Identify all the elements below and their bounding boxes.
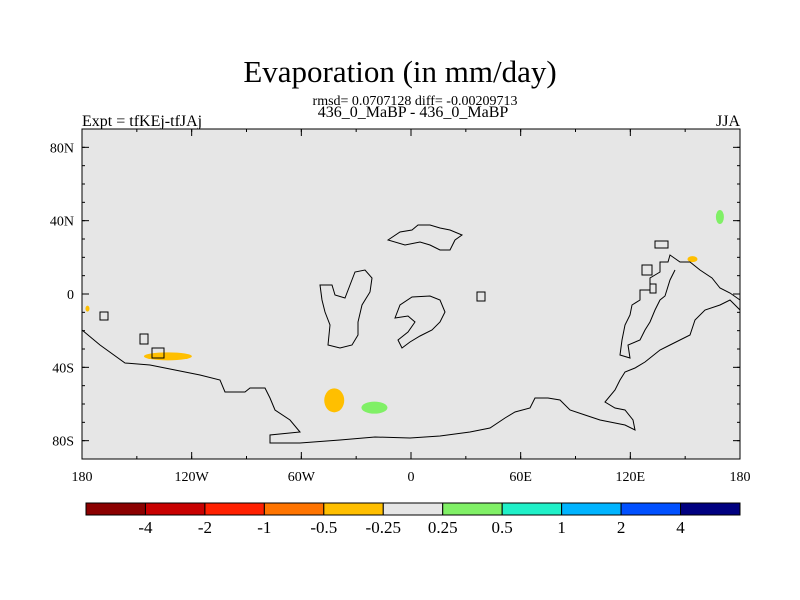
coastlines <box>81 224 741 444</box>
x-tick-label: 180 <box>72 470 93 485</box>
colorbar-swatch <box>382 502 444 516</box>
x-tick-label: 60W <box>288 470 316 485</box>
coastline-east-island-2 <box>641 264 653 276</box>
coastline-west-island <box>99 311 109 321</box>
anomaly-south-atlantic-east-positive <box>361 401 388 414</box>
colorbar-label: 0.25 <box>428 518 458 537</box>
stats-line: rmsd= 0.0707128 diff= -0.00209713 <box>312 94 518 109</box>
anomaly-date-line-north-negative <box>85 305 90 312</box>
colorbar-label: -0.25 <box>366 518 401 537</box>
coastline-central-east <box>394 295 446 349</box>
colorbar-swatch <box>680 502 741 516</box>
coastline-west-island-3 <box>151 347 165 359</box>
y-tick-label: 40N <box>50 215 74 230</box>
map-background <box>82 129 740 459</box>
coastline-east-island-1 <box>654 240 669 249</box>
coastline-east-island-3 <box>649 283 657 294</box>
colorbar-swatch <box>204 502 265 516</box>
colorbar-label: 0.5 <box>492 518 513 537</box>
y-axis-ticks: 80N 40N 0 40S 80S <box>50 128 740 460</box>
experiment-label: Expt = tfKEj-tfJAj <box>82 113 203 130</box>
colorbar-swatch <box>442 502 503 516</box>
coastline-east <box>619 254 741 359</box>
colorbar-label: 2 <box>617 518 626 537</box>
plot-title: Evaporation (in mm/day) <box>243 54 557 89</box>
anomaly-south-atlantic-west-negative <box>324 388 345 413</box>
colorbar-swatch <box>561 502 622 516</box>
coastline-antarctic <box>81 299 741 444</box>
colorbar-swatch <box>85 502 146 516</box>
season-label: JJA <box>716 113 741 130</box>
coastline-central-north <box>386 224 464 251</box>
plot-subtitle: 436_0_MaBP - 436_0_MaBP <box>317 104 509 121</box>
colorbar-swatch <box>263 502 325 516</box>
colorbar-swatch <box>501 502 563 516</box>
y-tick-label: 80S <box>52 435 74 450</box>
colorbar-label: 1 <box>557 518 566 537</box>
anomaly-japan-negative <box>687 256 698 263</box>
x-tick-label: 180 <box>730 470 751 485</box>
colorbar-label: -1 <box>257 518 271 537</box>
colorbar-swatch <box>323 502 384 516</box>
x-tick-label: 120E <box>616 470 646 485</box>
x-tick-label: 0 <box>408 470 415 485</box>
colorbar-label: -4 <box>138 518 153 537</box>
coastline-small-island <box>476 291 486 302</box>
colorbar-label: 4 <box>676 518 685 537</box>
coastline-central <box>319 269 373 349</box>
coastline-west-island-2 <box>139 333 149 345</box>
x-tick-label: 60E <box>509 470 532 485</box>
y-tick-label: 80N <box>50 141 74 156</box>
anomaly-west-pacific-south-negative <box>143 352 192 361</box>
anomaly-north-pacific-east-positive <box>715 210 724 224</box>
colorbar-swatch <box>620 502 682 516</box>
anomaly-layer <box>85 210 724 414</box>
colorbar-label: -2 <box>198 518 212 537</box>
x-axis-ticks: 180 120W 60W 0 60E 120E 180 <box>72 129 751 485</box>
y-tick-label: 0 <box>67 288 74 303</box>
y-tick-label: 40S <box>52 361 74 376</box>
x-tick-label: 120W <box>175 470 210 485</box>
colorbar-label: -0.5 <box>310 518 337 537</box>
colorbar-swatch <box>144 502 206 516</box>
colorbar: -4 -2 -1 -0.5 -0.25 0.25 0.5 1 2 4 <box>85 502 741 537</box>
